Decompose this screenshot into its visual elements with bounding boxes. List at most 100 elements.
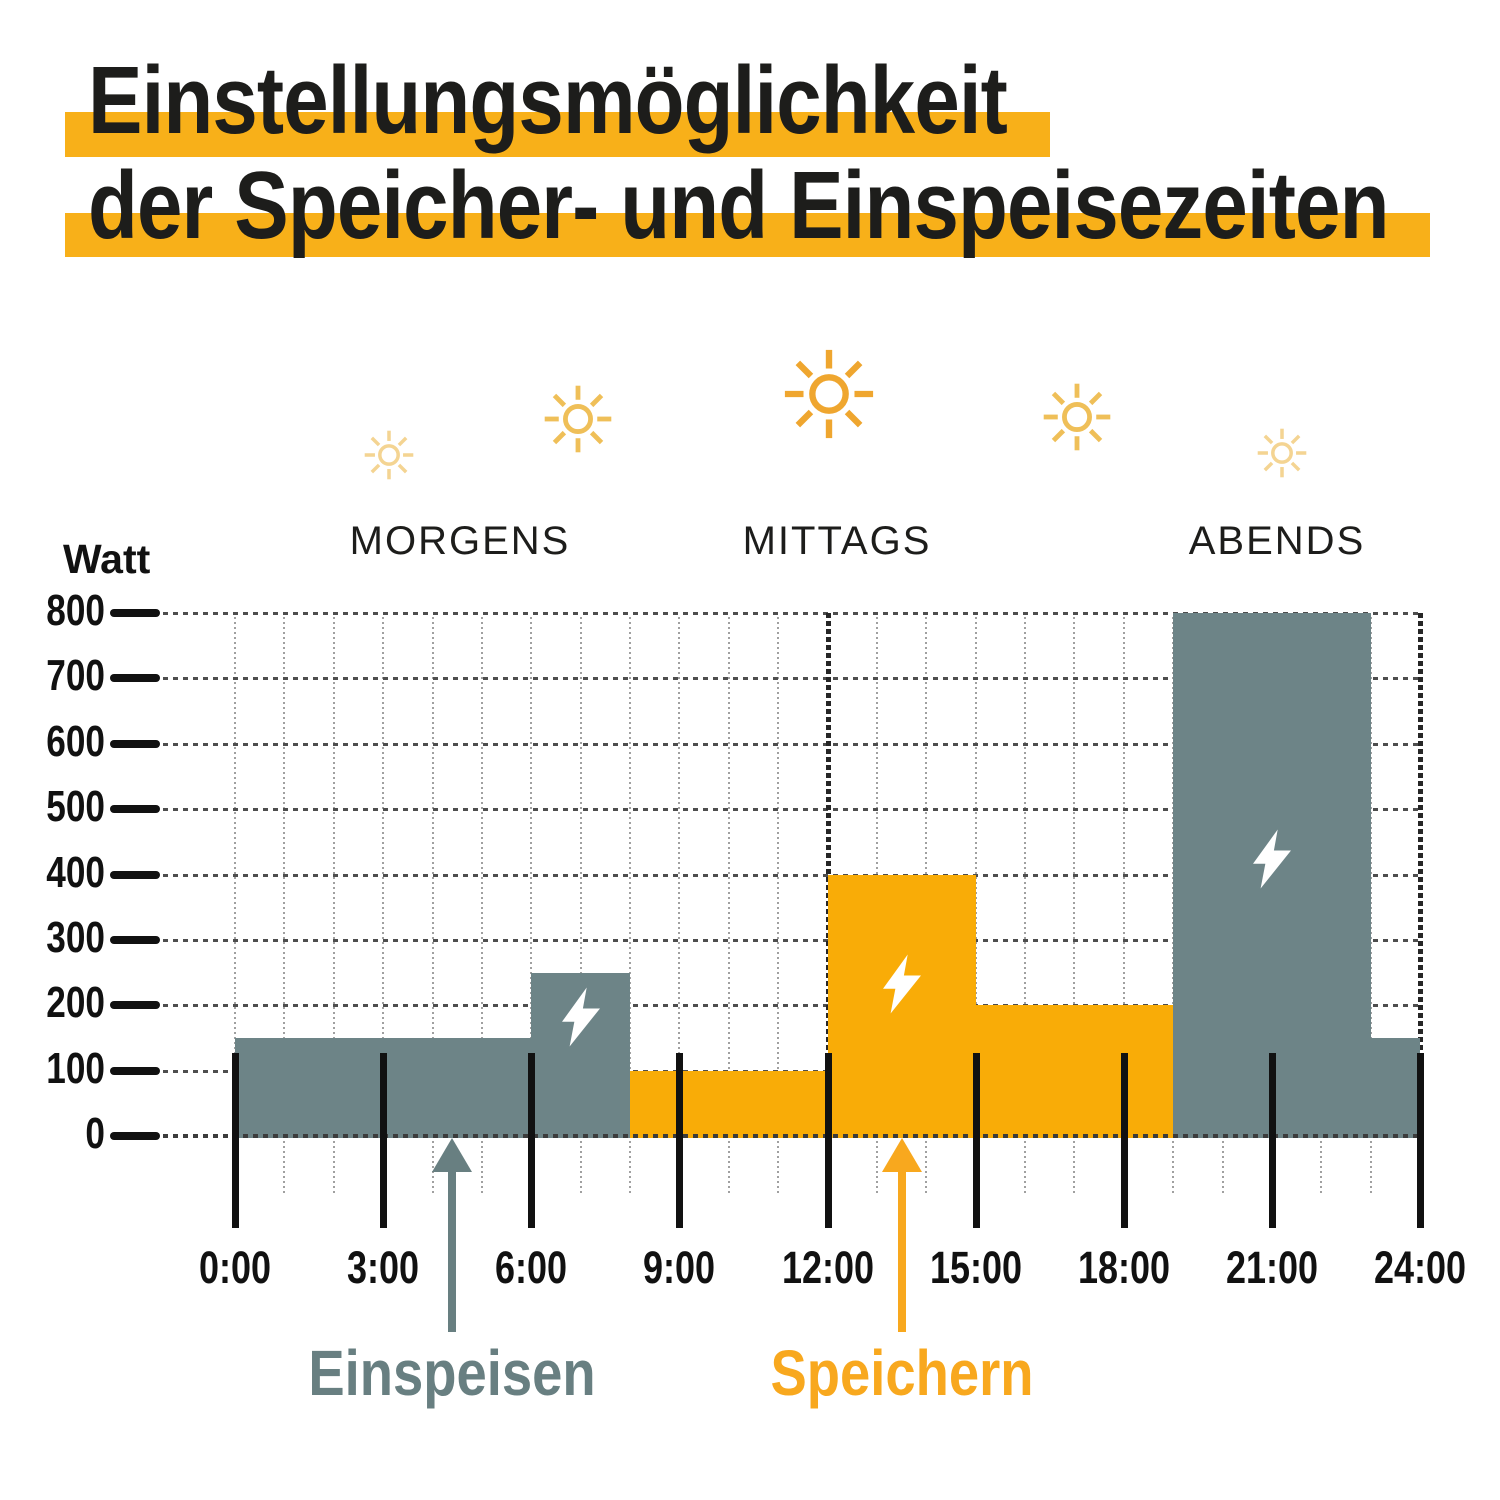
y-axis-tick-label: 200 <box>46 978 105 1028</box>
y-axis-tick <box>110 805 160 814</box>
y-axis-tick-label: 800 <box>46 586 105 635</box>
annotation-label-einspeisen: Einspeisen <box>308 1337 596 1409</box>
below-axis-gridline-stub <box>1073 1136 1076 1195</box>
time-divider-dashed-line <box>1418 613 1423 1136</box>
bar-segment-einspeisen <box>1173 613 1371 1138</box>
annotation-arrow-shaft <box>448 1170 457 1332</box>
y-axis-tick-label: 300 <box>46 912 105 962</box>
title-highlight-bar <box>65 112 1050 157</box>
page-title-line2: der Speicher- und Einspeisezeiten <box>88 152 1389 259</box>
below-axis-gridline-stub <box>332 1136 335 1195</box>
x-axis-tick-label: 24:00 <box>1373 1242 1467 1293</box>
x-axis-tick <box>528 1053 536 1228</box>
sun-icon-medium <box>541 382 615 456</box>
hour-gridline <box>1024 617 1026 1136</box>
below-axis-gridline-stub <box>777 1136 780 1195</box>
x-axis-tick-label: 9:00 <box>643 1242 716 1293</box>
below-axis-gridline-stub <box>727 1136 730 1195</box>
below-axis-gridline-stub <box>1024 1136 1026 1195</box>
y-axis-tick <box>110 609 160 617</box>
below-axis-gridline-stub <box>1172 1136 1175 1195</box>
y-axis-tick <box>110 674 160 683</box>
hour-gridline <box>678 617 681 1136</box>
hour-gridline <box>234 617 236 1136</box>
y-axis-tick-label: 100 <box>46 1043 105 1093</box>
y-axis-tick-label: 0 <box>85 1109 105 1158</box>
below-axis-gridline-stub <box>579 1136 582 1195</box>
x-axis-tick <box>1417 1053 1424 1228</box>
hour-gridline <box>974 617 977 1136</box>
below-axis-gridline-stub <box>283 1136 286 1195</box>
hour-gridline <box>1122 617 1125 1136</box>
y-axis-tick-label: 600 <box>46 716 105 766</box>
x-axis-tick <box>972 1053 980 1228</box>
x-axis-tick-label: 12:00 <box>781 1242 874 1293</box>
title-highlight-bar <box>65 213 1430 257</box>
hour-gridline <box>332 617 335 1136</box>
lightning-bolt-icon <box>1252 829 1291 889</box>
x-axis-tick-label: 18:00 <box>1077 1242 1170 1293</box>
watt-gridline <box>163 1004 1420 1008</box>
annotation-arrow-up-icon <box>881 1138 922 1172</box>
watt-gridline <box>163 742 1420 746</box>
lightning-bolt-icon <box>561 987 600 1047</box>
daytime-label: MITTAGS <box>742 519 932 563</box>
x-axis-tick <box>232 1053 239 1228</box>
sun-icon-small <box>1255 426 1309 480</box>
hour-gridline <box>629 617 631 1136</box>
x-axis-tick <box>380 1053 388 1228</box>
hour-gridline <box>777 617 780 1136</box>
bar-segment-speichern <box>975 1005 1174 1138</box>
watt-gridline <box>163 677 1420 681</box>
watt-gridline <box>163 873 1420 877</box>
hour-gridline <box>727 617 730 1136</box>
bar-segment-speichern <box>630 1070 828 1138</box>
x-axis-tick-label: 3:00 <box>347 1242 420 1293</box>
x-axis-tick-label: 15:00 <box>929 1242 1022 1293</box>
x-axis-tick-label: 21:00 <box>1225 1242 1318 1293</box>
y-axis-tick-label: 400 <box>46 847 105 897</box>
sun-icon-medium <box>1040 380 1114 454</box>
y-axis-tick <box>110 739 160 748</box>
y-axis-tick <box>110 1132 160 1140</box>
page-title-line1: Einstellungsmöglichkeit <box>88 47 1008 154</box>
x-axis-tick <box>1120 1053 1128 1228</box>
watt-gridline <box>163 612 1420 615</box>
below-axis-gridline-stub <box>875 1136 878 1195</box>
lightning-bolt-icon <box>882 954 921 1014</box>
hour-gridline <box>480 617 483 1136</box>
hour-gridline <box>382 617 385 1136</box>
x-axis-tick <box>1268 1053 1276 1228</box>
sun-icon-small <box>362 428 416 482</box>
x-axis-tick-label: 6:00 <box>495 1242 568 1293</box>
hour-gridline <box>431 617 434 1136</box>
watt-gridline <box>163 808 1420 812</box>
below-axis-gridline-stub <box>480 1136 483 1195</box>
bar-segment-speichern <box>827 874 976 1138</box>
below-axis-gridline-stub <box>1221 1136 1224 1195</box>
below-axis-gridline-stub <box>1369 1136 1372 1195</box>
annotation-arrow-up-icon <box>432 1138 473 1172</box>
y-axis-tick <box>110 1001 160 1010</box>
annotation-label-speichern: Speichern <box>770 1337 1034 1409</box>
y-axis-tick-label: 500 <box>46 782 105 832</box>
hour-gridline <box>1073 617 1076 1136</box>
annotation-arrow-shaft <box>897 1170 906 1332</box>
sun-icon-large <box>780 345 878 443</box>
y-axis-tick-label: 700 <box>46 651 105 701</box>
y-axis-tick <box>110 935 160 944</box>
below-axis-gridline-stub <box>1320 1136 1323 1195</box>
hour-gridline <box>1369 617 1372 1136</box>
x-axis-tick-label: 0:00 <box>198 1242 272 1293</box>
daytime-label: MORGENS <box>349 519 571 563</box>
x-axis-tick <box>676 1053 684 1228</box>
y-axis-tick <box>110 1066 160 1075</box>
y-axis-tick <box>110 870 160 879</box>
y-axis-unit-label: Watt <box>63 536 151 582</box>
daytime-label: ABENDS <box>1188 519 1366 563</box>
hour-gridline <box>579 617 582 1136</box>
hour-gridline <box>283 617 286 1136</box>
bar-segment-einspeisen <box>1370 1037 1420 1138</box>
hour-gridline <box>530 617 533 1136</box>
